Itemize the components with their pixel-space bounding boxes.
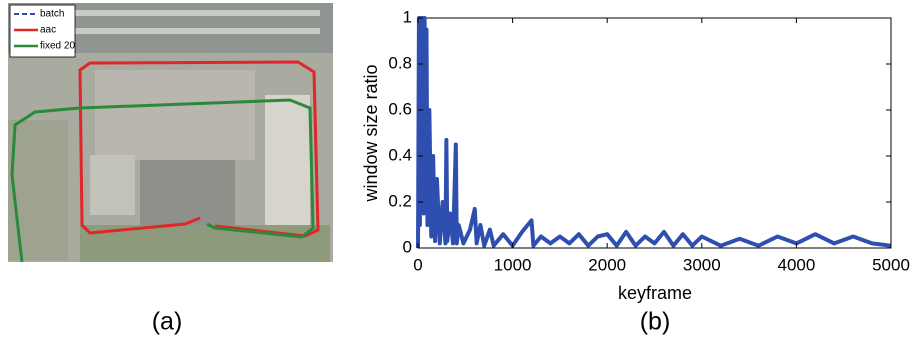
y-tick-label: 1	[403, 7, 412, 26]
x-tick-label: 3000	[683, 255, 721, 274]
legend-label: fixed 20	[40, 41, 75, 52]
legend-label: batch	[40, 9, 64, 20]
y-tick-label: 0.4	[388, 145, 412, 164]
axes-frame	[418, 18, 891, 248]
data-line	[418, 18, 891, 248]
legend: batch aac fixed 20	[10, 5, 75, 57]
y-tick-label: 0	[403, 237, 412, 256]
y-tick-label: 0.2	[388, 191, 412, 210]
y-tick-label: 0.8	[388, 53, 412, 72]
x-tick-label: 5000	[872, 255, 910, 274]
legend-label: aac	[40, 25, 56, 36]
x-tick-label: 2000	[588, 255, 626, 274]
y-axis-label: window size ratio	[361, 64, 381, 202]
x-tick-label: 0	[413, 255, 422, 274]
figure: batch aac fixed 20 (a) keyframe window s…	[0, 0, 919, 339]
y-tick-label: 0.6	[388, 99, 412, 118]
x-axis-label: keyframe	[618, 283, 692, 303]
x-tick-label: 4000	[777, 255, 815, 274]
x-tick-label: 1000	[494, 255, 532, 274]
caption: (a)	[152, 308, 183, 336]
caption: (b)	[640, 308, 671, 336]
